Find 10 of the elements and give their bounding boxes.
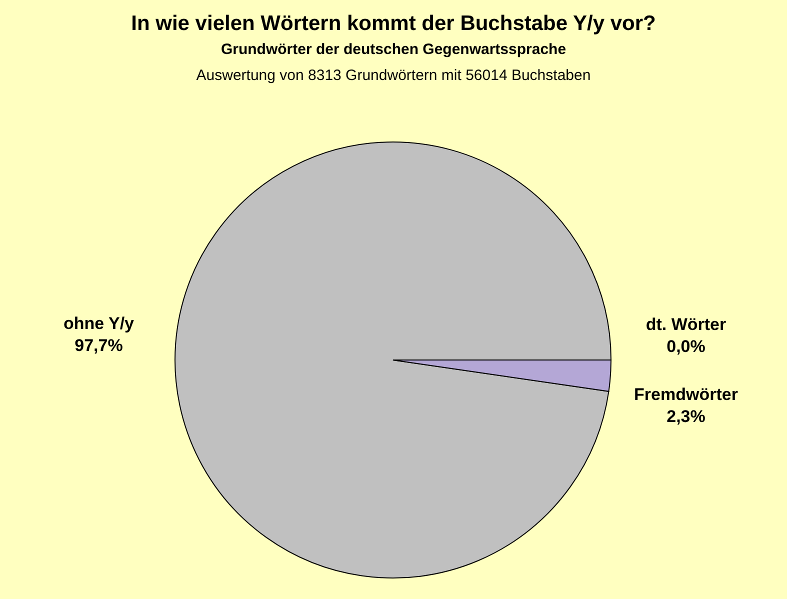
chart-subtitle: Grundwörter der deutschen Gegenwartssprache — [220, 41, 566, 58]
pie-slice — [174, 142, 612, 578]
slice-label: Fremdwörter — [634, 385, 738, 404]
category-label: dt. Wörter — [646, 315, 726, 334]
chart-title: In wie vielen Wörtern kommt der Buchstabe Y/y vor? — [131, 12, 656, 35]
slice-label: ohne Y/y — [63, 314, 135, 334]
data-label: 2,3% — [666, 407, 706, 426]
text: Auswertung von 8313 Grundwörtern mit 56014 Buchstaben — [196, 67, 591, 84]
data-label: 97,7% — [74, 336, 123, 356]
text: 0,0% — [666, 337, 706, 356]
